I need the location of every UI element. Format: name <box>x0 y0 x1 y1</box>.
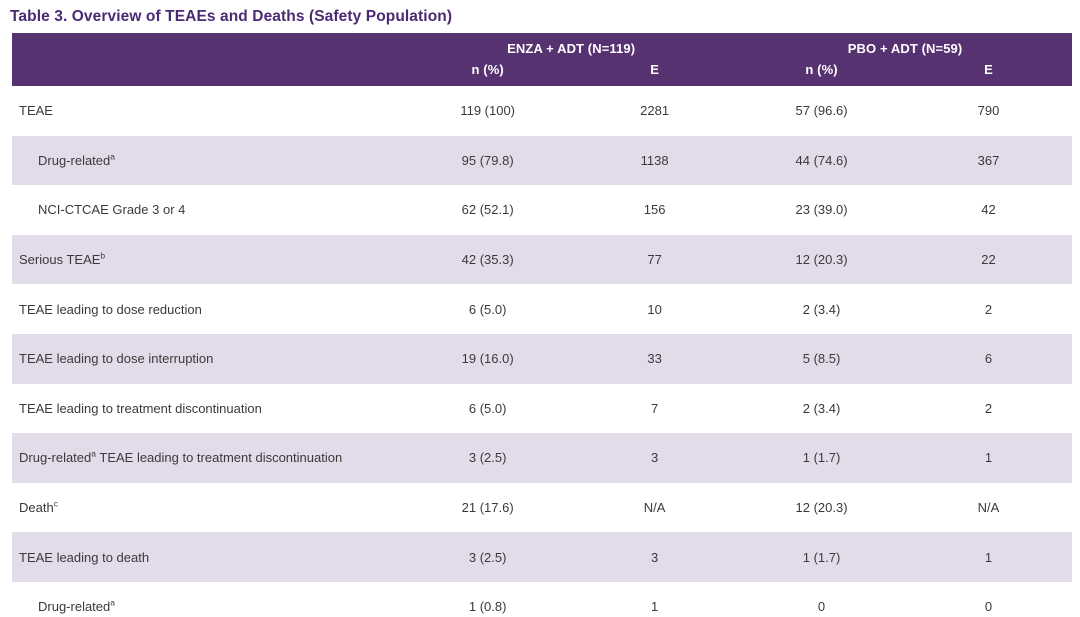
teae-table: ENZA + ADT (N=119) PBO + ADT (N=59) n (%… <box>12 33 1072 617</box>
column-subheader-enza-e: E <box>571 59 739 86</box>
cell-value: 2 <box>905 284 1072 334</box>
table-row: Drug-relateda TEAE leading to treatment … <box>12 433 1072 483</box>
row-label: TEAE leading to treatment discontinuatio… <box>12 383 405 434</box>
table-row: Drug-relateda 95 (79.8) 1138 44 (74.6) 3… <box>12 135 1072 186</box>
row-label: TEAE leading to dose reduction <box>12 284 405 334</box>
cell-value: 1 <box>905 433 1072 483</box>
cell-value: 1138 <box>571 135 739 186</box>
column-group-header-pbo: PBO + ADT (N=59) <box>738 33 1072 59</box>
cell-value: 3 <box>571 433 739 483</box>
cell-value: 33 <box>571 333 739 384</box>
cell-value: 95 (79.8) <box>404 135 572 186</box>
table-title: Table 3. Overview of TEAEs and Deaths (S… <box>10 8 453 25</box>
table-row: TEAE leading to death 3 (2.5) 3 1 (1.7) … <box>12 532 1072 582</box>
cell-value: 42 <box>905 185 1072 235</box>
cell-value: 1 (1.7) <box>738 433 906 483</box>
table-row: Drug-relateda 1 (0.8) 1 0 0 <box>12 581 1072 617</box>
cell-value: 42 (35.3) <box>404 234 572 285</box>
cell-value: N/A <box>905 482 1072 533</box>
cell-value: 12 (20.3) <box>738 234 906 285</box>
cell-value: 44 (74.6) <box>738 135 906 186</box>
cell-value: 2 (3.4) <box>738 383 906 434</box>
cell-value: 12 (20.3) <box>738 482 906 533</box>
cell-value: 790 <box>905 86 1072 136</box>
table-header: ENZA + ADT (N=119) PBO + ADT (N=59) n (%… <box>12 33 1072 86</box>
cell-value: 2281 <box>571 86 739 136</box>
cell-value: N/A <box>571 482 739 533</box>
cell-value: 3 <box>571 532 739 582</box>
footnote-superscript: a <box>110 151 115 162</box>
cell-value: 1 <box>905 532 1072 582</box>
cell-value: 6 <box>905 333 1072 384</box>
row-label: Drug-relateda <box>12 581 405 617</box>
cell-value: 156 <box>571 185 739 235</box>
table-body: TEAE 119 (100) 2281 57 (96.6) 790 Drug-r… <box>12 86 1072 617</box>
cell-value: 19 (16.0) <box>404 333 572 384</box>
cell-value: 3 (2.5) <box>404 433 572 483</box>
table-row: TEAE leading to dose interruption 19 (16… <box>12 333 1072 384</box>
cell-value: 22 <box>905 234 1072 285</box>
row-label: NCI-CTCAE Grade 3 or 4 <box>12 185 405 235</box>
table-row: Deathc 21 (17.6) N/A 12 (20.3) N/A <box>12 482 1072 533</box>
cell-value: 23 (39.0) <box>738 185 906 235</box>
cell-value: 1 <box>571 581 739 617</box>
cell-value: 2 <box>905 383 1072 434</box>
cell-value: 57 (96.6) <box>738 86 906 136</box>
footnote-superscript: a <box>110 597 115 608</box>
row-label: Serious TEAEb <box>12 234 405 285</box>
column-subheader-pbo-e: E <box>905 59 1072 86</box>
cell-value: 0 <box>905 581 1072 617</box>
cell-value: 6 (5.0) <box>404 383 572 434</box>
row-label: Drug-relateda TEAE leading to treatment … <box>12 433 405 483</box>
cell-value: 1 (0.8) <box>404 581 572 617</box>
column-subheader-pbo-n: n (%) <box>738 59 906 86</box>
cell-value: 119 (100) <box>404 86 572 136</box>
cell-value: 5 (8.5) <box>738 333 906 384</box>
cell-value: 62 (52.1) <box>404 185 572 235</box>
cell-value: 21 (17.6) <box>404 482 572 533</box>
cell-value: 0 <box>738 581 906 617</box>
table-row: Serious TEAEb 42 (35.3) 77 12 (20.3) 22 <box>12 234 1072 285</box>
cell-value: 2 (3.4) <box>738 284 906 334</box>
table-row: TEAE leading to treatment discontinuatio… <box>12 383 1072 434</box>
row-label: TEAE <box>12 86 405 136</box>
cell-value: 77 <box>571 234 739 285</box>
footnote-superscript: c <box>53 498 58 509</box>
column-subheader-enza-n: n (%) <box>404 59 572 86</box>
cell-value: 7 <box>571 383 739 434</box>
cell-value: 3 (2.5) <box>404 532 572 582</box>
footnote-superscript: b <box>100 250 106 261</box>
cell-value: 367 <box>905 135 1072 186</box>
label-column-header <box>12 33 405 86</box>
cell-value: 1 (1.7) <box>738 532 906 582</box>
table-row: NCI-CTCAE Grade 3 or 4 62 (52.1) 156 23 … <box>12 185 1072 235</box>
footnote-superscript: a <box>91 449 96 460</box>
column-group-header-enza: ENZA + ADT (N=119) <box>404 33 739 59</box>
table-row: TEAE 119 (100) 2281 57 (96.6) 790 <box>12 86 1072 136</box>
row-label: Deathc <box>12 482 405 533</box>
row-label: Drug-relateda <box>12 135 405 186</box>
row-label: TEAE leading to death <box>12 532 405 582</box>
cell-value: 10 <box>571 284 739 334</box>
cell-value: 6 (5.0) <box>404 284 572 334</box>
table-row: TEAE leading to dose reduction 6 (5.0) 1… <box>12 284 1072 334</box>
row-label: TEAE leading to dose interruption <box>12 333 405 384</box>
